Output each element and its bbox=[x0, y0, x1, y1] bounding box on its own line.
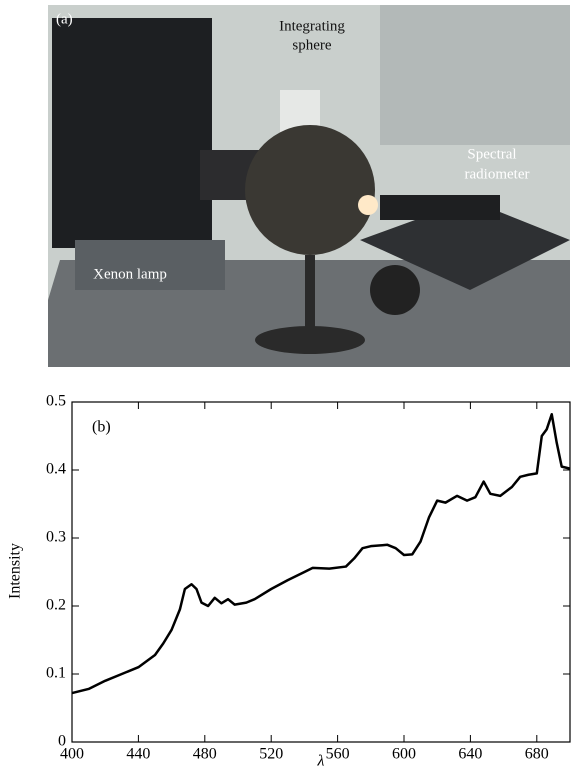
y-tick-label: 0.1 bbox=[46, 665, 66, 682]
x-axis-label: λ bbox=[317, 753, 325, 770]
panel-label: (a) bbox=[56, 11, 73, 27]
x-tick-label: 680 bbox=[525, 746, 549, 763]
x-tick-label: 560 bbox=[326, 746, 350, 763]
y-tick-label: 0.5 bbox=[46, 393, 66, 410]
x-tick-label: 440 bbox=[126, 746, 150, 763]
photo-label: Spectral bbox=[467, 146, 516, 162]
stand-base bbox=[255, 326, 365, 354]
photo-label: Integrating bbox=[279, 18, 345, 34]
x-tick-label: 640 bbox=[458, 746, 482, 763]
y-tick-label: 0.2 bbox=[46, 597, 66, 614]
y-tick-label: 0.4 bbox=[46, 461, 66, 478]
sphere bbox=[245, 125, 375, 255]
line bbox=[71, 412, 571, 695]
radiometer-stage bbox=[360, 200, 570, 290]
knob bbox=[370, 265, 420, 315]
cabinet bbox=[380, 5, 570, 145]
port-light bbox=[358, 195, 378, 215]
x-tick-label: 600 bbox=[392, 746, 416, 763]
chart: (b) λ Intensity 400 440 480 520 560 600 640 680… bbox=[7, 393, 571, 770]
photo-label: sphere bbox=[292, 37, 331, 53]
panel-label: (b) bbox=[92, 419, 111, 436]
plot-frame bbox=[71, 401, 571, 743]
photo-label: radiometer bbox=[465, 166, 530, 182]
xenon-lamp-body bbox=[52, 18, 212, 248]
x-tick-label: 520 bbox=[259, 746, 283, 763]
photo: (a) Integrating sphere Spectral radiomet… bbox=[48, 5, 570, 367]
x-tick-label: 480 bbox=[193, 746, 217, 763]
lamp-stage bbox=[75, 240, 225, 290]
photo-label: Xenon lamp bbox=[93, 266, 167, 282]
x-tick-label: 400 bbox=[60, 746, 84, 763]
y-tick-label: 0 bbox=[58, 733, 66, 750]
y-axis-label: Intensity bbox=[7, 543, 24, 599]
radiometer bbox=[380, 195, 500, 220]
stand bbox=[305, 255, 315, 335]
y-tick-label: 0.3 bbox=[46, 529, 66, 546]
